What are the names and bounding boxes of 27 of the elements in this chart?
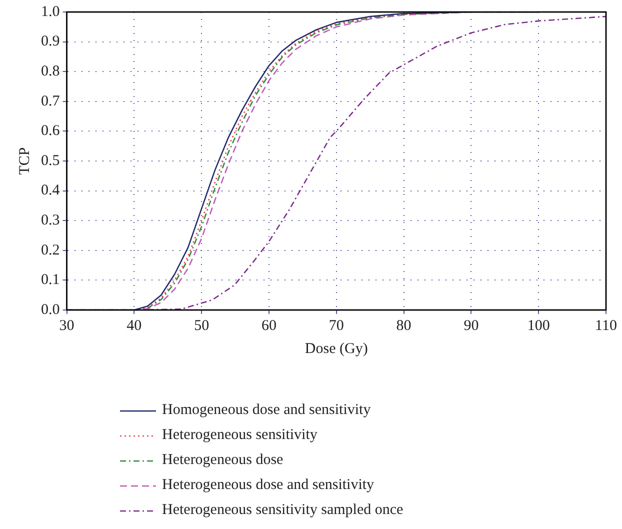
y-axis-title: TCP <box>16 147 33 175</box>
x-tick-label: 50 <box>194 318 210 334</box>
legend-label: Heterogeneous dose and sensitivity <box>162 477 374 494</box>
y-tick-label: 0.0 <box>41 302 60 318</box>
x-tick-label: 70 <box>328 318 344 334</box>
legend-label: Homogeneous dose and sensitivity <box>162 402 371 419</box>
x-tick-label: 100 <box>527 318 550 334</box>
y-tick-label: 0.3 <box>41 212 60 229</box>
x-tick-label: 30 <box>59 318 74 334</box>
y-tick-label: 0.7 <box>41 93 60 110</box>
x-tick-label: 80 <box>396 318 412 334</box>
x-tick-label: 60 <box>261 318 276 334</box>
x-tick-label: 110 <box>595 318 617 334</box>
y-tick-label: 0.4 <box>41 182 60 199</box>
x-tick-label: 90 <box>464 318 479 334</box>
legend-label: Heterogeneous dose <box>162 452 284 469</box>
y-tick-label: 0.8 <box>41 64 60 80</box>
y-tick-label: 0.2 <box>41 242 60 258</box>
y-tick-label: 0.5 <box>41 152 60 169</box>
y-tick-label: 0.9 <box>41 34 60 50</box>
y-tick-label: 0.1 <box>41 272 60 288</box>
y-tick-label: 0.6 <box>41 123 60 140</box>
x-axis-title: Dose (Gy) <box>304 340 368 357</box>
x-tick-label: 40 <box>126 318 142 334</box>
y-tick-label: 1.0 <box>41 4 60 20</box>
legend-label: Heterogeneous sensitivity <box>162 427 318 444</box>
legend-label: Heterogeneous sensitivity sampled once <box>162 502 404 519</box>
